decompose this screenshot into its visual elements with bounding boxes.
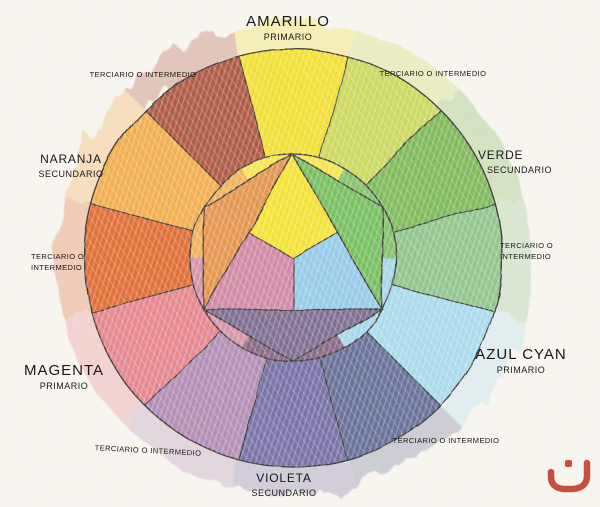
label-terciario-top-right: TERCIARIO O INTERMEDIO <box>379 69 487 78</box>
label-terciario-top-left: TERCIARIO O INTERMEDIO <box>89 70 197 79</box>
label-verde: VERDE SECUNDARIO <box>478 148 553 175</box>
label-naranja-title: NARANJA <box>40 152 102 166</box>
label-terciario-right: TERCIARIO O INTERMEDIO <box>500 241 553 262</box>
label-verde-title: VERDE <box>478 148 524 162</box>
label-amarillo-subtitle: PRIMARIO <box>263 32 313 43</box>
label-verde-subtitle: SECUNDARIO <box>487 164 553 175</box>
label-violeta-title: VIOLETA <box>256 471 312 485</box>
label-azul-cyan: AZUL CYAN PRIMARIO <box>475 346 567 376</box>
label-azul-cyan-subtitle: PRIMARIO <box>496 365 546 376</box>
label-terciario-right-line1: TERCIARIO O <box>500 241 554 250</box>
label-violeta: VIOLETA SECUNDARIO <box>251 471 317 498</box>
label-amarillo: AMARILLO PRIMARIO <box>246 13 330 43</box>
label-naranja: NARANJA SECUNDARIO <box>38 152 104 179</box>
label-magenta-title: MAGENTA <box>23 362 105 379</box>
label-terciario-left-line2: INTERMEDIO <box>31 262 83 272</box>
label-naranja-subtitle: SECUNDARIO <box>38 168 104 179</box>
label-violeta-subtitle: SECUNDARIO <box>251 487 317 498</box>
publisher-logo-icon <box>547 459 591 493</box>
label-terciario-right-line2: INTERMEDIO <box>500 251 552 261</box>
label-magenta: MAGENTA PRIMARIO <box>24 362 104 392</box>
label-terciario-bottom-right: TERCIARIO O INTERMEDIO <box>392 436 500 445</box>
label-terciario-left: TERCIARIO O INTERMEDIO <box>31 252 84 273</box>
label-terciario-left-line1: TERCIARIO O <box>31 252 85 261</box>
label-azul-cyan-title: AZUL CYAN <box>475 346 567 363</box>
label-amarillo-title: AMARILLO <box>246 13 330 30</box>
label-magenta-subtitle: PRIMARIO <box>39 381 89 392</box>
